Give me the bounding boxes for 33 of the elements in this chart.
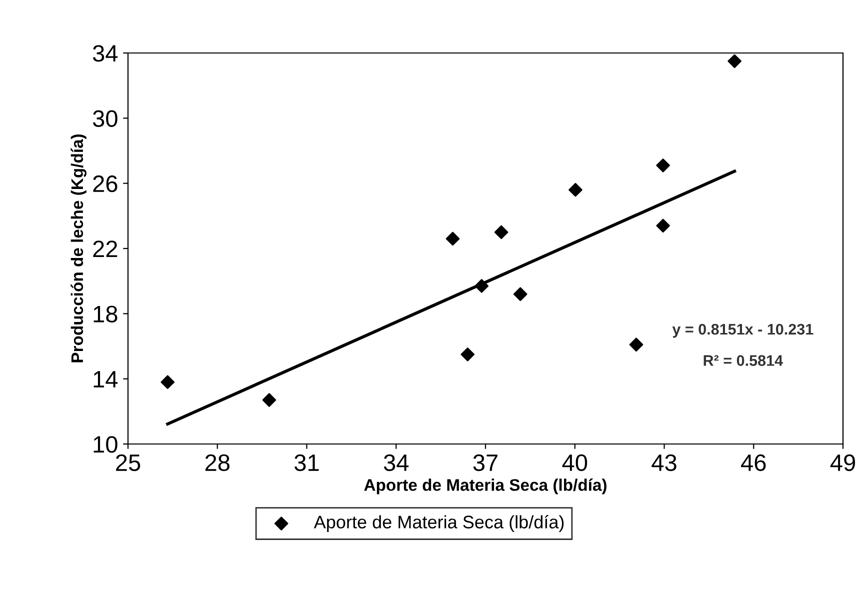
x-tick-label: 40 [562,454,588,472]
x-tick-label: 37 [473,454,498,472]
x-tick-label: 43 [652,454,676,472]
y-tick-label: 30 [92,110,118,127]
point [474,279,489,293]
annotation: R² = 0.5814 [704,355,783,366]
point [656,158,670,172]
x-tick-label: 34 [384,454,409,472]
x-tick-label: 28 [205,454,230,472]
y-tick-label: 22 [93,240,118,258]
legend-label: Aporte de Materia Seca (lb/día) [314,514,564,532]
point [262,393,276,407]
x-tick-label: 25 [116,454,140,472]
y-tick-label: 18 [94,306,118,322]
point [568,182,582,197]
x-tick-label: 49 [830,454,856,472]
point [728,54,742,68]
point [460,347,475,362]
point [513,287,528,302]
y-tick-label: 10 [94,436,118,453]
x-tick-label: 46 [741,454,766,472]
point [446,232,460,246]
annotation: y = 0.8151x - 10.231 [672,324,814,338]
point [494,225,508,240]
y-tick-label: 14 [94,371,118,388]
point [160,375,175,389]
point [629,338,644,352]
y-tick-label: 26 [93,175,118,192]
x-axis-title: Aporte de Materia Seca (lb/día) [364,478,606,494]
point [656,218,670,233]
x-tick-label: 31 [294,454,319,472]
y-tick-label: 34 [92,45,118,62]
y-axis-title: Producción de leche (Kg/día) [70,134,86,362]
